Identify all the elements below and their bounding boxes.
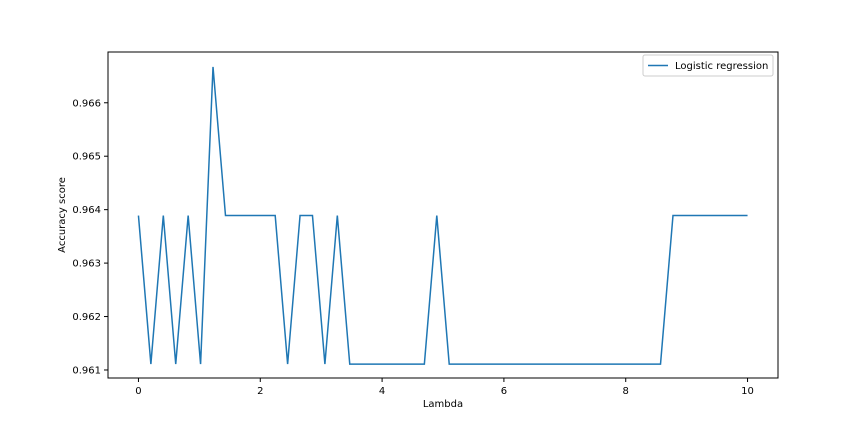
y-tick-label: 0.963 [72,259,101,270]
y-tick-label: 0.961 [72,365,101,376]
x-axis-label: Lambda [423,399,463,410]
y-tick-label: 0.964 [72,205,101,216]
x-tick-label: 6 [501,386,507,397]
x-tick-label: 10 [741,386,754,397]
x-tick-label: 4 [379,386,385,397]
y-tick-label: 0.965 [72,152,101,163]
y-axis-label: Accuracy score [57,177,68,253]
x-tick-label: 8 [623,386,629,397]
legend-label: Logistic regression [675,61,768,72]
plot-area [107,51,779,379]
x-tick-label: 0 [135,386,141,397]
y-tick-label: 0.962 [72,312,101,323]
x-tick-label: 2 [257,386,263,397]
y-axis-ticks: 0.961 0.962 0.963 0.964 0.965 0.966 [72,98,108,376]
y-tick-label: 0.966 [72,98,101,109]
legend: Logistic regression [642,54,774,77]
x-axis-ticks: 0 2 4 6 8 10 [135,378,754,397]
series-line-logistic-regression [137,66,748,365]
legend-box [642,54,774,77]
